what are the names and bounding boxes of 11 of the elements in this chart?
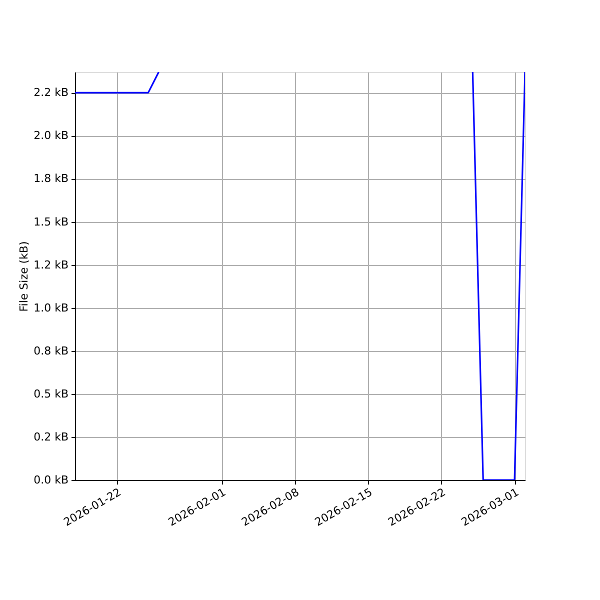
y-tick-label: 2.0 kB	[34, 129, 68, 142]
y-tick-label: 2.2 kB	[34, 86, 68, 100]
y-tick-label: 1.0 kB	[34, 301, 68, 314]
y-tick-label: 1.5 kB	[34, 215, 68, 228]
y-tick-label: 1.8 kB	[34, 172, 68, 186]
y-tick-label: 0.8 kB	[34, 344, 68, 358]
y-tick-label: 0.0 kB	[34, 474, 68, 486]
y-tick-label: 1.2 kB	[34, 258, 68, 272]
y-tick-label: 0.5 kB	[34, 387, 68, 400]
y-axis-title: File Size (kB)	[18, 241, 31, 312]
y-tick-label: 0.2 kB	[34, 430, 68, 444]
